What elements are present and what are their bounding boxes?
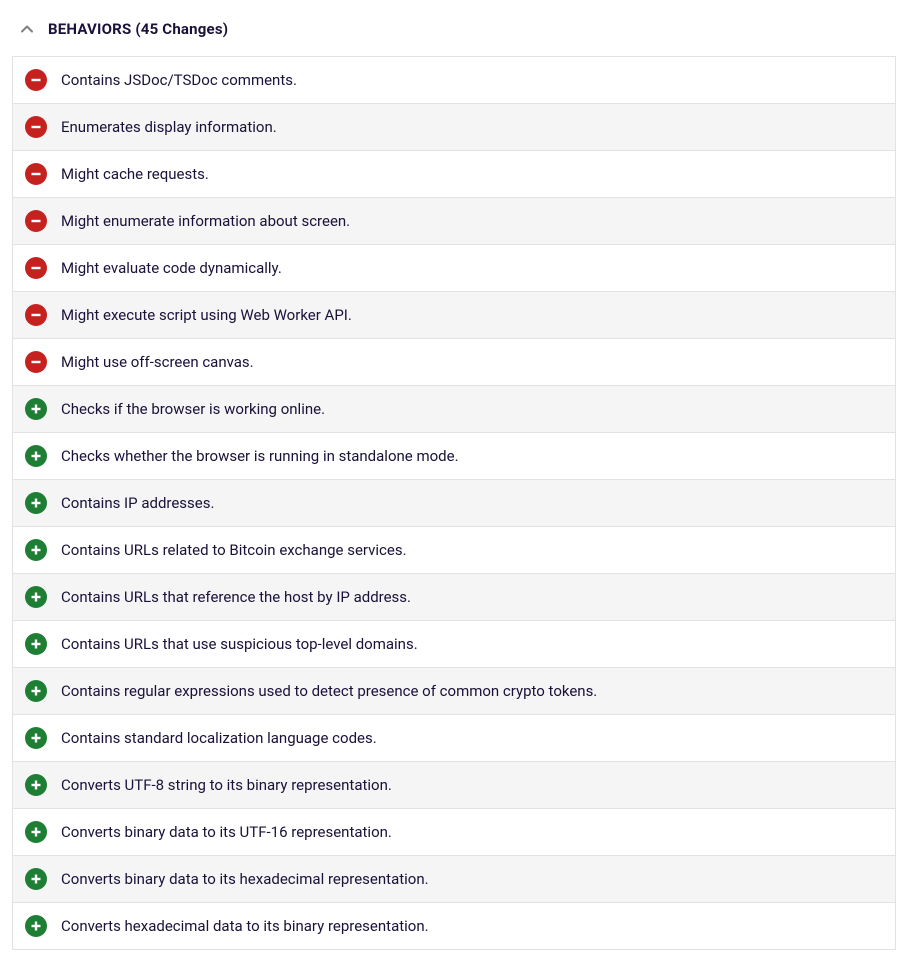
plus-icon <box>25 680 47 702</box>
behavior-row[interactable]: Contains URLs related to Bitcoin exchang… <box>13 527 895 574</box>
behaviors-list: Contains JSDoc/TSDoc comments. Enumerates… <box>12 56 896 950</box>
plus-icon <box>25 821 47 843</box>
behavior-label: Converts binary data to its hexadecimal … <box>61 870 429 888</box>
plus-icon <box>25 398 47 420</box>
behavior-label: Checks if the browser is working online. <box>61 400 325 418</box>
plus-icon <box>25 774 47 796</box>
behavior-row[interactable]: Contains URLs that use suspicious top-le… <box>13 621 895 668</box>
minus-icon <box>25 351 47 373</box>
behavior-row[interactable]: Contains JSDoc/TSDoc comments. <box>13 57 895 104</box>
behavior-row[interactable]: Contains URLs that reference the host by… <box>13 574 895 621</box>
minus-icon <box>25 210 47 232</box>
behavior-row[interactable]: Enumerates display information. <box>13 104 895 151</box>
behavior-row[interactable]: Converts binary data to its UTF-16 repre… <box>13 809 895 856</box>
behavior-label: Might use off-screen canvas. <box>61 353 254 371</box>
behavior-label: Contains regular expressions used to det… <box>61 682 597 700</box>
behavior-row[interactable]: Might execute script using Web Worker AP… <box>13 292 895 339</box>
plus-icon <box>25 445 47 467</box>
behavior-label: Might evaluate code dynamically. <box>61 259 282 277</box>
behavior-label: Contains URLs that use suspicious top-le… <box>61 635 418 653</box>
behavior-row[interactable]: Contains regular expressions used to det… <box>13 668 895 715</box>
behavior-label: Contains URLs that reference the host by… <box>61 588 411 606</box>
plus-icon <box>25 868 47 890</box>
plus-icon <box>25 539 47 561</box>
behavior-label: Converts hexadecimal data to its binary … <box>61 917 429 935</box>
behavior-row[interactable]: Contains IP addresses. <box>13 480 895 527</box>
behavior-row[interactable]: Converts hexadecimal data to its binary … <box>13 903 895 949</box>
section-title: BEHAVIORS (45 Changes) <box>48 20 228 38</box>
minus-icon <box>25 69 47 91</box>
behavior-row[interactable]: Converts binary data to its hexadecimal … <box>13 856 895 903</box>
behavior-row[interactable]: Might evaluate code dynamically. <box>13 245 895 292</box>
behavior-row[interactable]: Might cache requests. <box>13 151 895 198</box>
behavior-label: Converts binary data to its UTF-16 repre… <box>61 823 392 841</box>
plus-icon <box>25 633 47 655</box>
behavior-label: Might cache requests. <box>61 165 209 183</box>
behavior-label: Converts UTF-8 string to its binary repr… <box>61 776 392 794</box>
minus-icon <box>25 257 47 279</box>
plus-icon <box>25 727 47 749</box>
plus-icon <box>25 492 47 514</box>
behavior-row[interactable]: Contains standard localization language … <box>13 715 895 762</box>
behavior-row[interactable]: Might use off-screen canvas. <box>13 339 895 386</box>
behavior-row[interactable]: Checks if the browser is working online. <box>13 386 895 433</box>
behavior-label: Contains URLs related to Bitcoin exchang… <box>61 541 407 559</box>
behavior-row[interactable]: Checks whether the browser is running in… <box>13 433 895 480</box>
chevron-up-icon <box>20 22 34 36</box>
behavior-row[interactable]: Converts UTF-8 string to its binary repr… <box>13 762 895 809</box>
behavior-label: Contains IP addresses. <box>61 494 214 512</box>
behavior-label: Contains JSDoc/TSDoc comments. <box>61 71 297 89</box>
behavior-label: Enumerates display information. <box>61 118 277 136</box>
minus-icon <box>25 116 47 138</box>
behavior-label: Checks whether the browser is running in… <box>61 447 459 465</box>
behavior-row[interactable]: Might enumerate information about screen… <box>13 198 895 245</box>
behavior-label: Might execute script using Web Worker AP… <box>61 306 352 324</box>
section-header[interactable]: BEHAVIORS (45 Changes) <box>12 20 896 56</box>
behavior-label: Contains standard localization language … <box>61 729 377 747</box>
minus-icon <box>25 163 47 185</box>
plus-icon <box>25 586 47 608</box>
minus-icon <box>25 304 47 326</box>
plus-icon <box>25 915 47 937</box>
behavior-label: Might enumerate information about screen… <box>61 212 350 230</box>
